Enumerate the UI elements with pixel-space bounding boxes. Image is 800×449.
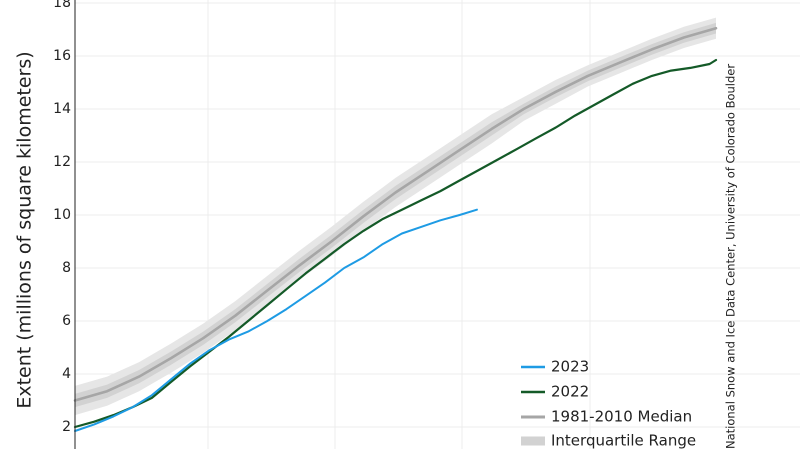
line-series_2023 [74, 208, 478, 432]
legend: 2023 2022 1981-2010 Median Interquartile Ra… [521, 358, 696, 449]
y-tick-labels: 2 4 6 8 10 12 14 16 18 [53, 0, 71, 435]
line-series_2022 [73, 58, 718, 429]
y-tick-label: 2 [62, 419, 71, 435]
legend-label-interquartile: Interquartile Range [551, 432, 696, 449]
legend-label-median: 1981-2010 Median [551, 408, 692, 426]
y-tick-label: 12 [53, 154, 71, 170]
y-tick-label: 14 [53, 101, 71, 117]
legend-label-series_2023: 2023 [551, 358, 589, 376]
y-tick-label: 10 [53, 207, 71, 223]
y-axis-title: Extent (millions of square kilometers) [14, 51, 36, 408]
band-interquartile [75, 22, 716, 408]
y-tick-label: 6 [62, 313, 71, 329]
credit-text: National Snow and Ice Data Center, Unive… [724, 64, 738, 449]
line-median [73, 26, 718, 402]
legend-label-series_2022: 2022 [551, 383, 589, 401]
series-lines [73, 26, 718, 432]
y-tick-label: 16 [53, 48, 71, 64]
y-tick-label: 4 [62, 366, 71, 382]
y-tick-label: 8 [62, 260, 71, 276]
y-tick-label: 18 [53, 0, 71, 11]
